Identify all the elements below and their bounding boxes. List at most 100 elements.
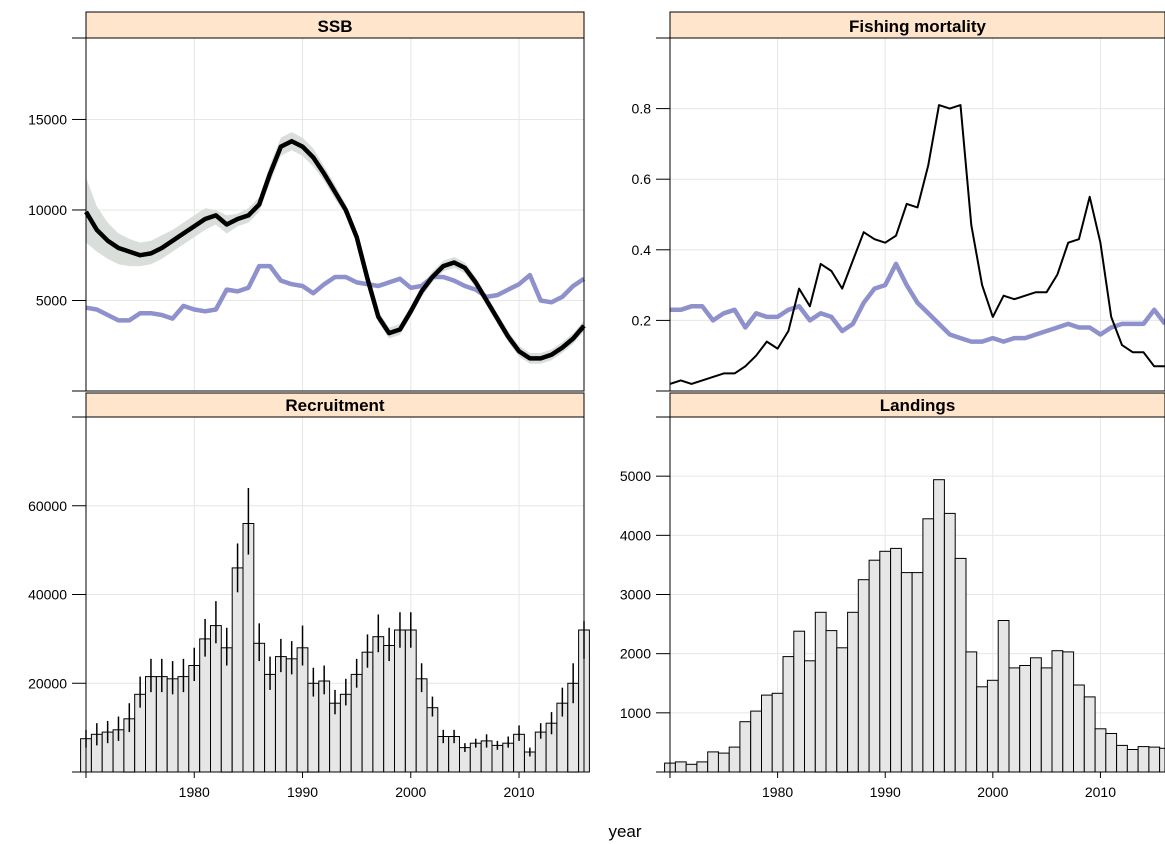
- bar: [188, 665, 201, 773]
- bar: [761, 694, 773, 773]
- bar: [750, 710, 763, 773]
- bar: [1105, 733, 1118, 773]
- bar: [707, 751, 720, 773]
- y-tick-label: 3000: [620, 587, 651, 603]
- x-tick-label: 1980: [179, 784, 210, 800]
- bar: [1062, 651, 1075, 773]
- reference-series-line: [670, 261, 1165, 344]
- y-tick-label: 15000: [28, 111, 67, 127]
- bar: [415, 678, 428, 773]
- bar: [943, 512, 956, 773]
- panel-strip: [85, 392, 585, 418]
- bar: [890, 547, 902, 773]
- bar: [976, 686, 989, 773]
- y-tick-label: 5000: [36, 292, 67, 308]
- estimate-series-line: [669, 104, 1165, 385]
- y-tick-label: 4000: [620, 527, 651, 543]
- bar: [404, 629, 417, 773]
- bar: [933, 479, 945, 773]
- bar: [426, 707, 439, 773]
- y-tick-label: 40000: [28, 587, 67, 603]
- plot-area: [670, 38, 1165, 391]
- bar: [394, 629, 406, 773]
- y-tick-label: 2000: [620, 646, 651, 662]
- bar: [857, 579, 870, 773]
- bar: [782, 656, 795, 773]
- bar: [242, 523, 255, 773]
- bar: [954, 557, 967, 773]
- bar: [1008, 667, 1021, 773]
- bar: [847, 611, 859, 773]
- bar: [307, 682, 320, 773]
- x-tick-label: 2000: [395, 784, 426, 800]
- bar: [350, 673, 363, 773]
- bar: [1116, 744, 1128, 773]
- y-tick-label: 0.4: [632, 242, 652, 258]
- y-tick-label: 60000: [28, 498, 67, 514]
- estimate-series-line: [84, 138, 586, 361]
- y-tick-label: 20000: [28, 675, 67, 691]
- x-tick-label: 1980: [762, 784, 793, 800]
- panel-title: Fishing mortality: [849, 17, 987, 36]
- bar: [814, 611, 827, 773]
- panel-title: Recruitment: [285, 396, 385, 415]
- y-tick-label: 10000: [28, 202, 67, 218]
- x-tick-label: 1990: [287, 784, 318, 800]
- bar: [1083, 696, 1096, 773]
- bar: [1126, 749, 1139, 773]
- x-tick-label: 2010: [503, 784, 534, 800]
- panel-strip: [85, 11, 585, 39]
- x-tick-label: 1990: [870, 784, 901, 800]
- bar: [275, 656, 287, 773]
- bar: [986, 679, 999, 773]
- bar: [836, 647, 849, 773]
- bar: [1159, 747, 1165, 773]
- panel-strip: [669, 11, 1165, 39]
- x-tick-label: 2000: [977, 784, 1008, 800]
- bar: [199, 638, 211, 773]
- fishing-mortality-panel: Fishing mortality 0.2 0.4 0.6 0.8: [632, 11, 1165, 392]
- bar: [1051, 650, 1064, 773]
- bar: [1040, 667, 1053, 773]
- bar: [339, 693, 352, 773]
- y-tick-label: 1000: [620, 705, 651, 721]
- bar: [1030, 657, 1042, 773]
- panel-title: Landings: [880, 396, 956, 415]
- y-tick-label: 5000: [620, 468, 651, 484]
- y-tick-label: 0.6: [632, 171, 652, 187]
- recruitment-panel: Recruitment 20000 40000 60000 1980 1990 2000 20…: [28, 392, 590, 800]
- bar: [1073, 684, 1085, 773]
- bar: [728, 746, 741, 773]
- bar: [922, 518, 935, 773]
- panel-strip: [669, 392, 1165, 418]
- bar: [879, 550, 892, 773]
- bar: [771, 692, 784, 773]
- bar: [717, 752, 730, 773]
- bar: [911, 572, 924, 773]
- reference-series-line: [85, 263, 586, 323]
- panel-title: SSB: [318, 17, 353, 36]
- bar: [868, 559, 881, 773]
- bar: [674, 761, 687, 773]
- bar: [804, 660, 816, 773]
- bar: [1137, 746, 1150, 773]
- bar: [793, 630, 806, 773]
- bar: [231, 567, 244, 773]
- x-axis-label: year: [608, 822, 641, 841]
- bar: [1019, 665, 1032, 773]
- bar: [220, 647, 233, 773]
- bar: [696, 761, 709, 773]
- bar: [825, 630, 838, 773]
- bar: [739, 721, 752, 773]
- x-tick-label: 2010: [1085, 784, 1116, 800]
- bar: [1094, 728, 1107, 773]
- bar: [318, 680, 331, 773]
- bar: [253, 642, 266, 773]
- bar: [997, 620, 1010, 773]
- bar: [1148, 746, 1161, 773]
- bar: [965, 651, 978, 773]
- bar: [285, 658, 298, 773]
- plot-area: [86, 38, 584, 391]
- landings-panel: Landings 1000 2000 3000 4000 5000 1980 1990 2000…: [620, 392, 1165, 800]
